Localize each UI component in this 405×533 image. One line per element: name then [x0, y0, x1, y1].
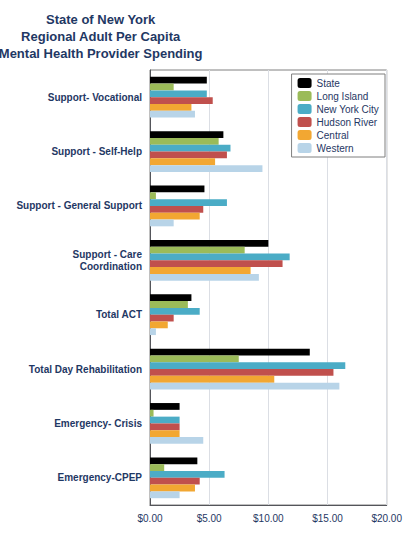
svg-text:Support- Vocational: Support- Vocational [48, 92, 142, 103]
svg-text:Support - General Support: Support - General Support [16, 200, 142, 211]
svg-text:Regional Adult Per Capita: Regional Adult Per Capita [21, 29, 181, 44]
svg-text:Total ACT: Total ACT [96, 309, 142, 320]
svg-text:$10.00: $10.00 [253, 513, 284, 524]
svg-text:Hudson River: Hudson River [317, 117, 378, 128]
svg-text:Western: Western [317, 143, 354, 154]
svg-text:Total Day Rehabilitation: Total Day Rehabilitation [29, 364, 142, 375]
svg-text:Central: Central [317, 130, 349, 141]
svg-text:Emergency- Crisis: Emergency- Crisis [54, 418, 142, 429]
svg-text:Coordination: Coordination [80, 261, 142, 272]
svg-text:State: State [317, 78, 341, 89]
svg-text:$5.00: $5.00 [197, 513, 222, 524]
svg-text:$20.00: $20.00 [371, 513, 402, 524]
svg-text:Long Island: Long Island [317, 91, 369, 102]
svg-text:$15.00: $15.00 [312, 513, 343, 524]
svg-text:Emergency-CPEP: Emergency-CPEP [58, 472, 143, 483]
svg-text:Support - Self-Help: Support - Self-Help [51, 146, 142, 157]
svg-text:Mental Health Provider Spendin: Mental Health Provider Spending [0, 46, 203, 61]
svg-text:New York City: New York City [317, 104, 379, 115]
svg-text:$0.00: $0.00 [137, 513, 162, 524]
svg-text:State of New York: State of New York [46, 12, 156, 27]
svg-text:Support - Care: Support - Care [73, 249, 143, 260]
